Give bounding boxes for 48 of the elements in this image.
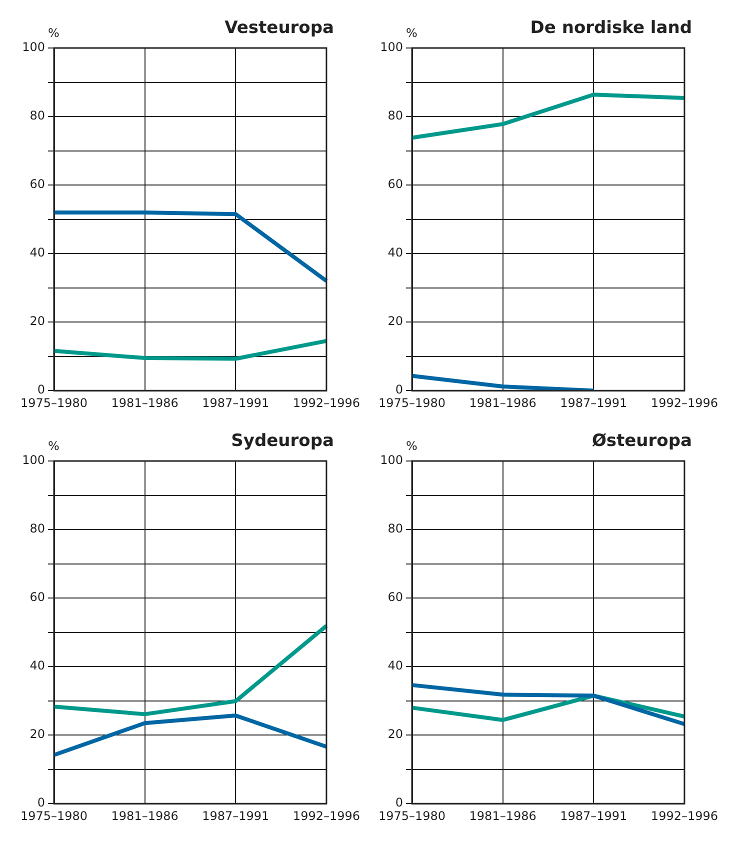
x-tick-label: 1987–1991 — [560, 396, 628, 410]
y-tick-label: 0 — [37, 382, 45, 397]
chart-title: De nordiske land — [530, 18, 692, 38]
x-tick-label: 1992–1996 — [292, 396, 360, 410]
x-tick-label: 1992–1996 — [650, 808, 718, 823]
y-tick-label: 40 — [388, 246, 403, 260]
y-tick-label: 80 — [30, 522, 45, 536]
y-tick-label: 60 — [30, 177, 45, 192]
y-tick-label: 20 — [388, 314, 403, 328]
y-tick-label: 40 — [30, 658, 45, 673]
y-axis-title: % — [48, 26, 60, 40]
x-tick-label: 1975–1980 — [378, 396, 446, 410]
y-axis-title: % — [406, 439, 418, 453]
chart-title: Østeuropa — [592, 431, 692, 451]
x-tick-label: 1987–1991 — [202, 396, 270, 410]
y-tick-label: 60 — [388, 590, 403, 604]
x-tick-label: 1981–1986 — [111, 808, 178, 823]
x-tick-label: 1992–1996 — [650, 396, 718, 410]
x-tick-label: 1975–1980 — [378, 808, 446, 823]
y-tick-label: 100 — [22, 453, 45, 468]
chart-title: Vesteuropa — [224, 18, 334, 38]
y-tick-label: 100 — [380, 40, 403, 54]
x-tick-label: 1987–1991 — [560, 808, 628, 823]
y-tick-label: 60 — [388, 177, 403, 192]
y-tick-label: 20 — [388, 727, 403, 742]
x-tick-label: 1987–1991 — [202, 808, 270, 823]
y-tick-label: 40 — [388, 658, 403, 673]
chart-title: Sydeuropa — [231, 431, 334, 451]
y-tick-label: 80 — [30, 108, 45, 123]
y-axis-title: % — [406, 26, 418, 40]
y-tick-label: 20 — [30, 314, 45, 328]
x-tick-label: 1981–1986 — [469, 808, 536, 823]
y-tick-label: 80 — [388, 522, 403, 536]
y-tick-label: 100 — [22, 40, 45, 54]
x-tick-label: 1981–1986 — [111, 396, 178, 410]
x-tick-label: 1992–1996 — [292, 808, 360, 823]
x-tick-label: 1981–1986 — [469, 396, 536, 410]
y-tick-label: 80 — [388, 108, 403, 123]
y-tick-label: 40 — [30, 246, 45, 260]
x-tick-label: 1975–1980 — [20, 396, 88, 410]
y-tick-label: 60 — [30, 590, 45, 604]
y-tick-label: 100 — [380, 453, 403, 468]
y-axis-title: % — [48, 439, 60, 453]
x-tick-label: 1975–1980 — [20, 808, 88, 823]
y-tick-label: 20 — [30, 727, 45, 742]
y-tick-label: 0 — [37, 796, 45, 810]
y-tick-label: 0 — [395, 382, 403, 397]
y-tick-label: 0 — [395, 796, 403, 810]
